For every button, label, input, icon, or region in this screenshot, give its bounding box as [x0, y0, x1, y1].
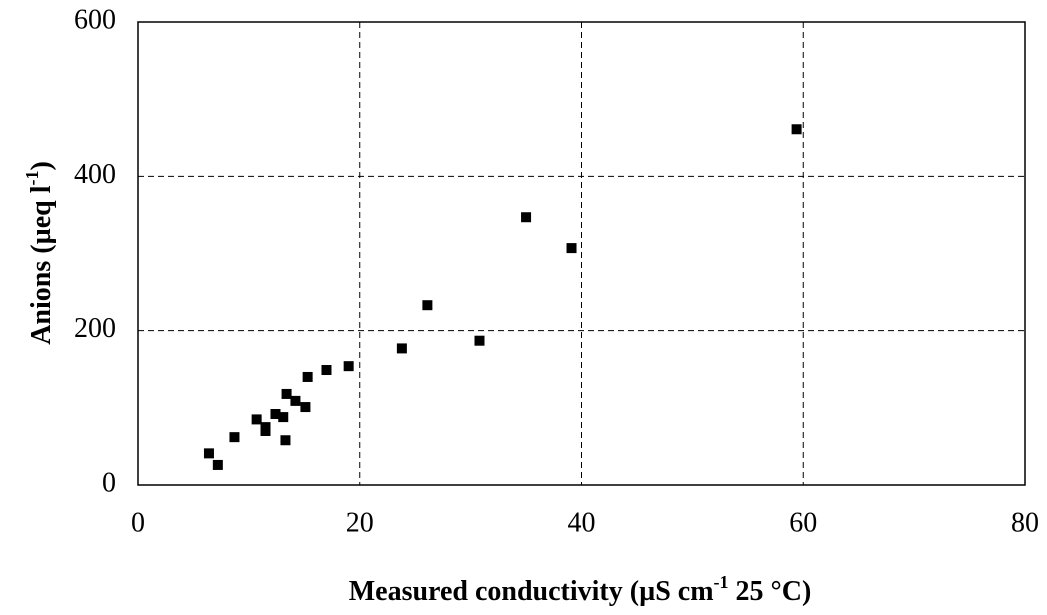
- plot-frame: [137, 21, 1026, 486]
- data-point: [321, 365, 332, 376]
- data-point: [270, 409, 281, 420]
- x-label-text: Measured conductivity (µS cm: [349, 576, 714, 607]
- x-tick-label: 40: [568, 507, 596, 538]
- x-axis-label: Measured conductivity (µS cm-1 25 °C): [349, 572, 812, 607]
- y-tick-label: 600: [74, 4, 116, 35]
- data-point: [251, 414, 262, 425]
- data-point: [300, 402, 311, 413]
- data-point: [302, 371, 313, 382]
- data-point: [281, 388, 292, 399]
- data-point: [212, 459, 223, 470]
- y-axis-label: Anions (µeq l-1): [22, 161, 57, 345]
- data-point: [290, 395, 301, 406]
- data-point: [229, 432, 240, 443]
- data-point: [566, 243, 577, 254]
- data-point: [791, 124, 802, 135]
- data-point: [474, 335, 485, 346]
- y-label-sup: -1: [22, 171, 42, 186]
- x-label-sup: -1: [714, 572, 729, 592]
- data-point: [260, 422, 271, 433]
- data-point: [203, 448, 214, 459]
- y-tick-label: 0: [102, 467, 116, 498]
- data-point: [396, 343, 407, 354]
- x-tick-label: 80: [1011, 507, 1039, 538]
- data-point: [280, 435, 291, 446]
- data-point: [521, 212, 532, 223]
- data-point: [278, 412, 289, 423]
- x-tick-label: 20: [346, 507, 374, 538]
- x-label-text: 25 °C): [729, 576, 812, 607]
- y-tick-label: 400: [74, 159, 116, 190]
- y-label-text: ): [26, 161, 57, 170]
- x-tick-label: 60: [789, 507, 817, 538]
- data-point: [422, 300, 433, 311]
- x-tick-label: 0: [131, 507, 145, 538]
- y-tick-label: 200: [74, 313, 116, 344]
- data-point: [343, 361, 354, 372]
- y-label-text: Anions (µeq l: [26, 185, 57, 344]
